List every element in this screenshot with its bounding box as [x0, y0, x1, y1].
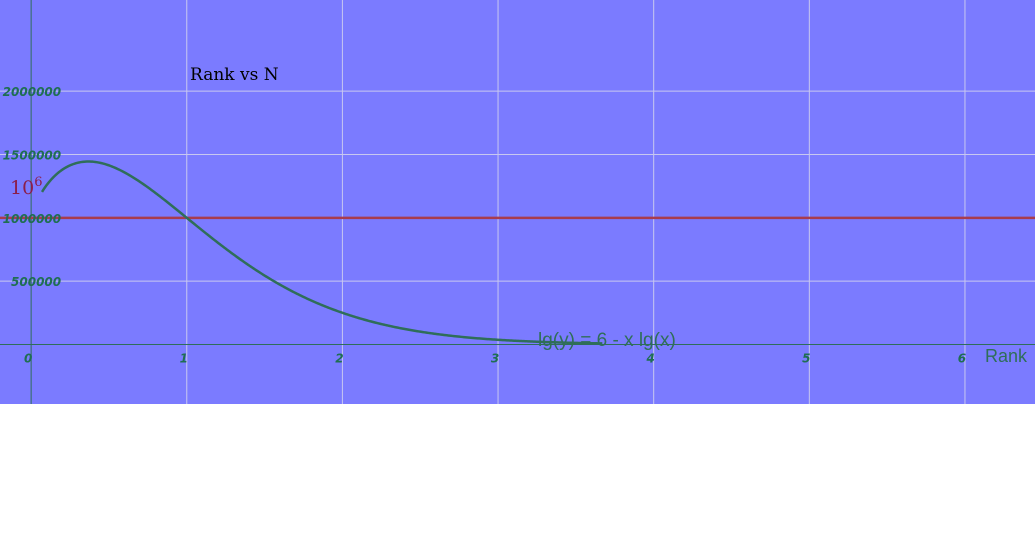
- y-tick-label: 500000: [11, 275, 61, 289]
- x-tick-label: 2: [335, 351, 343, 365]
- x-tick-label: 0: [24, 351, 32, 365]
- x-axis-label: Rank: [985, 346, 1028, 366]
- x-tick-label: 3: [491, 351, 499, 365]
- curve-series: [40, 160, 603, 345]
- chart-title: Rank vs N: [190, 65, 279, 85]
- curve-group: [40, 160, 603, 345]
- rank-vs-n-chart: 0 1 2 3 4 5 6 500000 1000000 1500000 2000000 Rank …: [0, 0, 1035, 404]
- x-tick-label: 4: [646, 351, 655, 365]
- reference-base: 10: [10, 177, 34, 199]
- axes: [0, 0, 1035, 404]
- y-tick-label: 2000000: [3, 85, 61, 99]
- x-tick-label: 1: [180, 351, 188, 365]
- curve-formula-label: lg(y) = 6 - x lg(x): [538, 330, 676, 351]
- y-tick-label: 1000000: [3, 212, 61, 226]
- x-tick-label: 6: [958, 351, 966, 365]
- chart-area: 0 1 2 3 4 5 6 500000 1000000 1500000 2000000 Rank …: [0, 0, 1035, 404]
- plot-background: [0, 0, 1035, 404]
- y-tick-label: 1500000: [3, 149, 61, 163]
- x-tick-label: 5: [802, 351, 810, 365]
- reference-line-label: 106: [10, 175, 42, 199]
- reference-exponent: 6: [34, 175, 42, 190]
- tick-labels: 0 1 2 3 4 5 6 500000 1000000 1500000 2000000: [3, 85, 966, 365]
- grid-lines: [0, 0, 1035, 404]
